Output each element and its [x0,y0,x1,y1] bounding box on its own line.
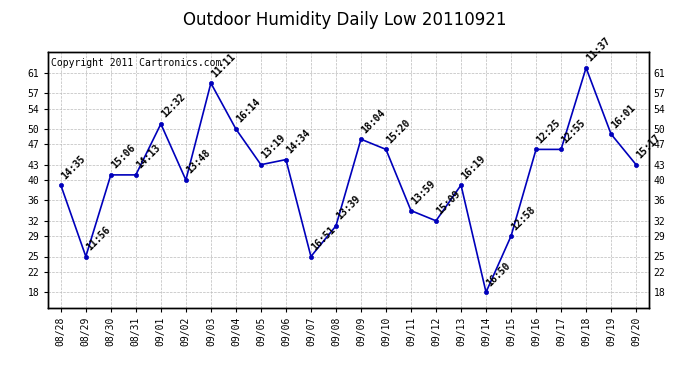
Text: 15:09: 15:09 [435,189,462,217]
Text: 12:32: 12:32 [159,92,187,120]
Text: 11:37: 11:37 [584,36,613,64]
Text: 14:35: 14:35 [59,153,87,181]
Text: 18:04: 18:04 [359,107,387,135]
Text: Outdoor Humidity Daily Low 20110921: Outdoor Humidity Daily Low 20110921 [184,11,506,29]
Text: 13:19: 13:19 [259,133,287,160]
Text: 16:14: 16:14 [235,97,262,125]
Text: 11:11: 11:11 [209,51,237,79]
Text: 15:17: 15:17 [635,133,662,160]
Text: 13:48: 13:48 [184,148,213,176]
Text: Copyright 2011 Cartronics.com: Copyright 2011 Cartronics.com [51,58,221,68]
Text: 16:01: 16:01 [609,102,638,130]
Text: 13:59: 13:59 [409,178,437,206]
Text: 14:13: 14:13 [135,143,162,171]
Text: 12:58: 12:58 [509,204,538,232]
Text: 11:56: 11:56 [84,225,112,252]
Text: 12:25: 12:25 [535,117,562,145]
Text: 16:19: 16:19 [460,153,487,181]
Text: 14:34: 14:34 [284,128,313,155]
Text: 13:39: 13:39 [335,194,362,222]
Text: 15:20: 15:20 [384,117,413,145]
Text: 15:06: 15:06 [109,143,137,171]
Text: 12:55: 12:55 [560,117,587,145]
Text: 16:50: 16:50 [484,260,513,288]
Text: 16:51: 16:51 [309,225,337,252]
